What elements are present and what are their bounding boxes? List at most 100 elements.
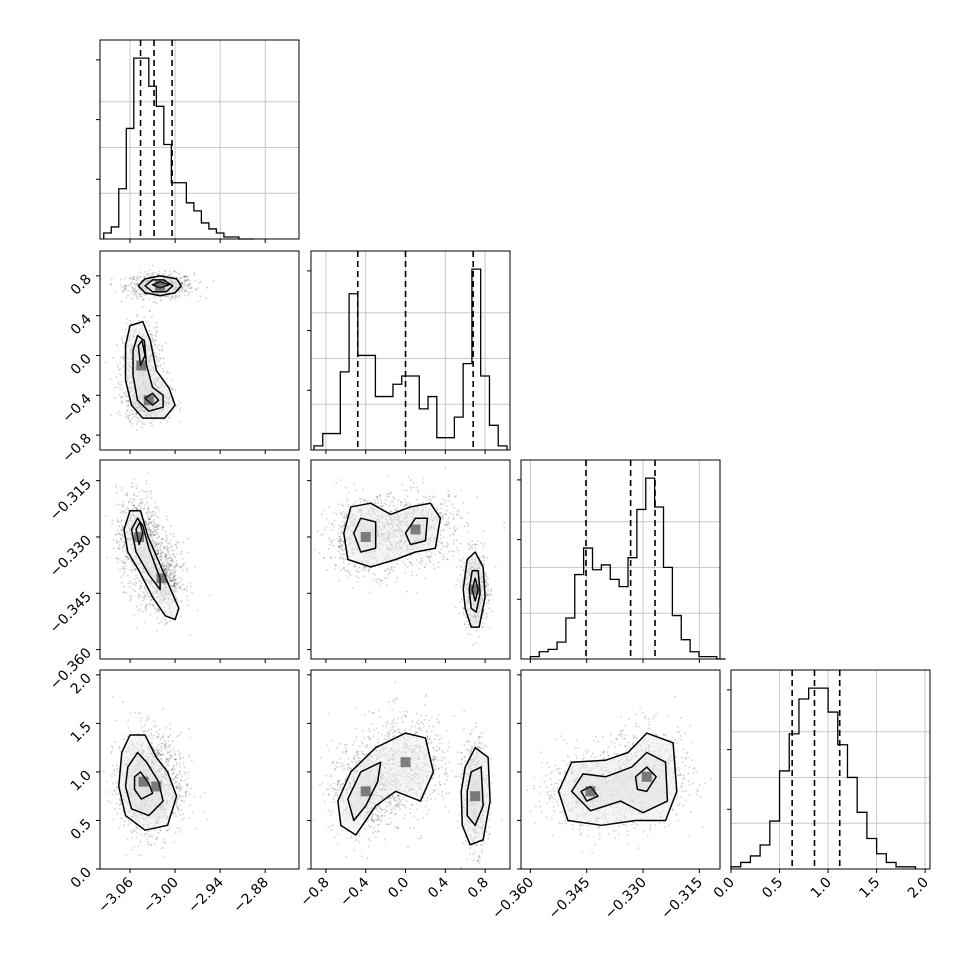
- sample-point: [443, 536, 446, 539]
- sample-point: [333, 519, 336, 522]
- sample-point: [136, 417, 139, 420]
- sample-point: [482, 529, 485, 532]
- sample-point: [180, 402, 182, 404]
- sample-point: [124, 289, 127, 292]
- sample-point: [169, 539, 172, 542]
- sample-point: [343, 522, 346, 525]
- sample-point: [186, 284, 189, 286]
- sample-point: [174, 578, 177, 581]
- sample-point: [372, 572, 374, 575]
- sample-point: [161, 564, 164, 567]
- sample-point: [188, 285, 190, 288]
- sample-point: [364, 567, 367, 569]
- sample-point: [135, 487, 138, 490]
- sample-point: [113, 397, 116, 399]
- sample-point: [448, 500, 451, 503]
- sample-point: [161, 528, 164, 531]
- sample-point: [439, 552, 442, 555]
- sample-point: [142, 507, 145, 510]
- sample-point: [176, 582, 179, 584]
- sample-point: [140, 585, 142, 588]
- sample-point: [180, 565, 183, 568]
- sample-point: [126, 395, 129, 398]
- sample-point: [354, 489, 357, 492]
- sample-point: [164, 567, 167, 570]
- sample-point: [392, 500, 394, 503]
- sample-point: [195, 288, 197, 291]
- sample-point: [172, 577, 175, 580]
- sample-point: [173, 590, 176, 593]
- sample-point: [152, 301, 155, 304]
- sample-point: [439, 521, 442, 524]
- sample-point: [180, 615, 183, 618]
- sample-point: [355, 575, 358, 578]
- sample-point: [189, 282, 191, 285]
- sample-point: [165, 546, 168, 549]
- sample-point: [146, 528, 149, 531]
- sample-point: [344, 512, 347, 515]
- sample-point: [151, 524, 154, 527]
- sample-point: [116, 452, 118, 454]
- sample-point: [158, 359, 160, 362]
- sample-point: [340, 540, 342, 543]
- sample-point: [153, 338, 156, 341]
- sample-point: [172, 572, 174, 575]
- sample-point: [141, 420, 144, 423]
- sample-point: [380, 502, 383, 505]
- sample-point: [173, 584, 176, 587]
- sample-point: [181, 568, 184, 571]
- sample-point: [156, 553, 159, 555]
- sample-point: [124, 561, 127, 563]
- sample-point: [123, 504, 126, 507]
- sample-point: [181, 281, 183, 284]
- panel-frame: [99, 39, 300, 240]
- sample-point: [167, 296, 170, 299]
- sample-point: [448, 495, 450, 498]
- sample-point: [127, 500, 130, 503]
- sample-point: [165, 372, 168, 375]
- sample-point: [132, 293, 135, 296]
- histogram-panel: [727, 669, 931, 873]
- sample-point: [407, 475, 410, 478]
- sample-point: [182, 563, 185, 565]
- sample-point: [336, 532, 339, 535]
- sample-point: [163, 569, 166, 572]
- sample-point: [175, 584, 178, 586]
- sample-point: [198, 282, 201, 284]
- sample-point: [358, 566, 361, 569]
- sample-point: [122, 565, 125, 568]
- sample-point: [159, 546, 162, 548]
- sample-point: [152, 527, 155, 530]
- sample-point: [128, 558, 130, 560]
- sample-point: [170, 571, 172, 574]
- sample-point: [129, 594, 132, 597]
- sample-point: [134, 568, 137, 571]
- sample-point: [343, 524, 346, 527]
- sample-point: [197, 300, 199, 303]
- sample-point: [378, 565, 381, 567]
- sample-point: [444, 499, 447, 502]
- sample-point: [156, 365, 159, 368]
- sample-point: [119, 537, 122, 540]
- sample-point: [418, 502, 420, 505]
- sample-point: [170, 585, 172, 588]
- sample-point: [157, 552, 160, 555]
- sample-point: [175, 582, 178, 585]
- sample-point: [138, 580, 141, 582]
- sample-point: [179, 581, 182, 583]
- sample-point: [111, 522, 113, 525]
- sample-point: [150, 535, 153, 538]
- sample-point: [180, 282, 183, 284]
- sample-point: [143, 621, 146, 624]
- sample-point: [163, 270, 166, 273]
- sample-point: [338, 546, 340, 549]
- sample-point: [124, 392, 127, 394]
- sample-point: [178, 295, 181, 298]
- sample-point: [387, 493, 390, 496]
- sample-point: [197, 287, 199, 290]
- sample-point: [149, 530, 152, 533]
- sample-point: [153, 523, 156, 526]
- sample-point: [179, 409, 182, 412]
- sample-point: [343, 523, 346, 526]
- sample-point: [376, 498, 379, 501]
